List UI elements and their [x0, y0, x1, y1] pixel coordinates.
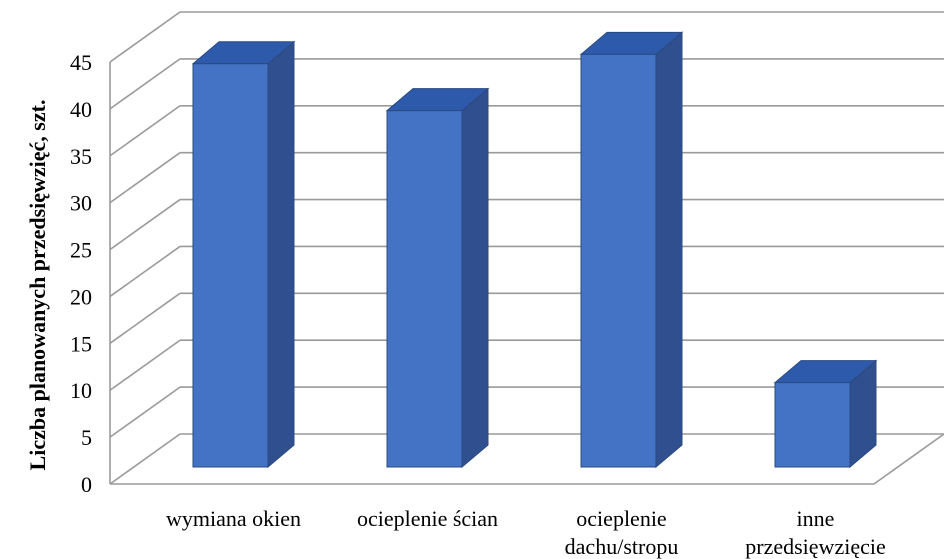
y-tick-label: 20	[70, 284, 92, 309]
bars-layer	[191, 31, 878, 469]
gridline-diagonal	[109, 386, 181, 438]
gridline-diagonal	[109, 152, 181, 204]
gridline-diagonal	[109, 245, 181, 298]
bar-side	[267, 40, 295, 469]
bar	[386, 110, 463, 468]
y-tick-label: 10	[70, 378, 92, 403]
y-tick-label: 15	[70, 331, 92, 356]
gridline-diagonal	[109, 105, 181, 157]
gridline-diagonal	[109, 198, 181, 251]
gridline-diagonal	[109, 292, 181, 344]
y-tick-label: 25	[70, 238, 92, 263]
y-tick-label: 35	[70, 144, 92, 169]
x-tick-label: ocieplenie dachu/stropu	[565, 506, 679, 559]
y-tick-labels: 0 5 10 15 20 25 30 35 40 45	[70, 50, 92, 497]
bar	[580, 53, 657, 468]
x-tick-label: wymiana okien	[166, 506, 301, 531]
bar	[774, 382, 851, 468]
y-tick-label: 5	[81, 425, 92, 450]
x-tick-labels: wymiana okien ocieplenie ścian ocieplenie d…	[166, 506, 886, 559]
gridline-diagonal	[109, 339, 181, 391]
y-tick-label: 0	[81, 472, 92, 497]
y-tick-label: 30	[70, 191, 92, 216]
grid-layer	[109, 11, 944, 485]
x-tick-label: inne przedsięwzięcie	[745, 506, 885, 559]
bar	[192, 63, 269, 468]
y-tick-label: 40	[70, 97, 92, 122]
y-axis-label: Liczba planowanych przedsięwzięć, szt.	[25, 100, 50, 471]
gridline-diagonal	[109, 433, 181, 485]
gridline-diagonal	[109, 58, 181, 110]
bar-side	[461, 87, 489, 469]
x-tick-label: ocieplenie ścian	[357, 506, 498, 531]
gridline-diagonal	[109, 11, 181, 63]
floor-right-edge	[873, 433, 944, 485]
y-tick-label: 45	[70, 50, 92, 75]
bar-side	[655, 31, 683, 469]
